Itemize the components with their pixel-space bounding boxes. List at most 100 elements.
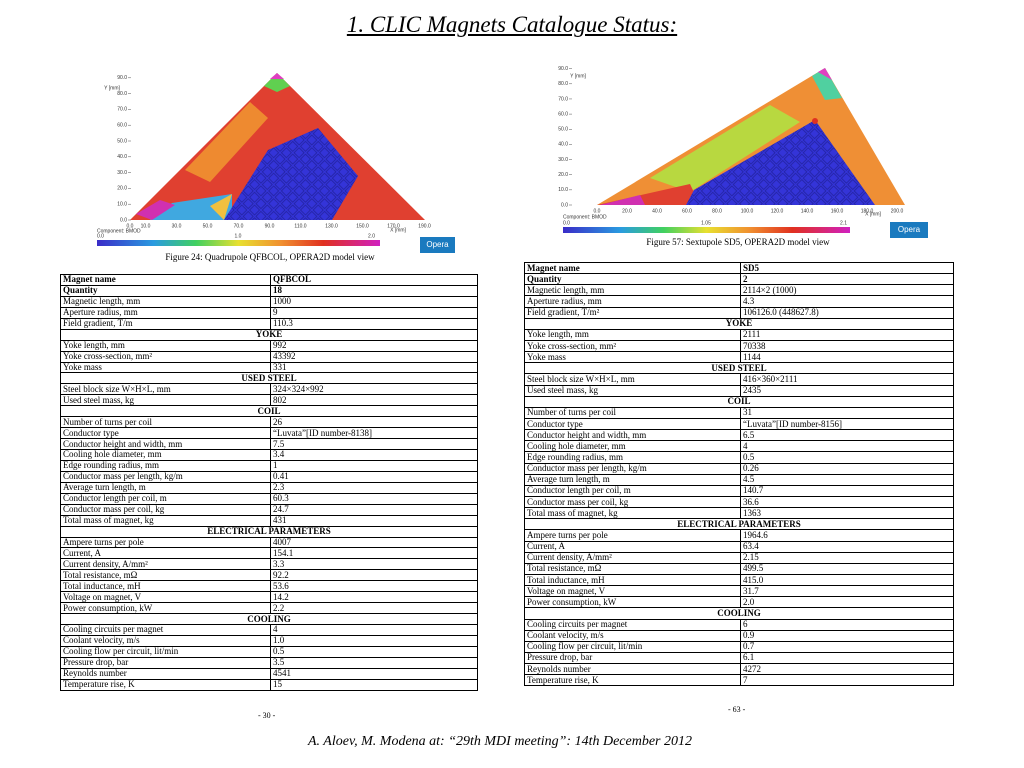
section-header: ELECTRICAL PARAMETERS [524, 518, 954, 531]
colorbar-label: 0.0 [97, 233, 104, 239]
table-cell: Magnetic length, mm [524, 284, 741, 297]
table-cell: Conductor type [524, 417, 741, 431]
x-axis-label: X [mm] [390, 227, 406, 233]
table-cell: 6 [740, 618, 954, 631]
magnet-table: Magnet name QFBCOL Quantity 18 Magnetic leng… [60, 274, 478, 691]
table-cell: Yoke cross-section, mm² [60, 350, 271, 363]
table-cell: Current density, A/mm² [60, 558, 271, 571]
table-cell: 431 [270, 514, 478, 527]
x-tick-label: 150.0 [356, 223, 369, 229]
table-cell: Field gradient, T/m [60, 317, 271, 330]
table-cell: Temperature rise, K [524, 674, 741, 687]
table-row: Coolant velocity, m/s 0.9 [524, 629, 954, 642]
table-cell: Total resistance, mΩ [524, 562, 741, 575]
table-row: Yoke cross-section, mm² 70338 [524, 339, 954, 353]
table-cell: Edge rounding radius, mm [524, 451, 741, 464]
table-cell: 60.3 [270, 492, 478, 505]
table-row: USED STEEL [524, 362, 954, 375]
table-cell: 110.3 [270, 317, 478, 330]
table-row: Power consumption, kW 2.2 [60, 602, 478, 615]
opera-badge [420, 237, 455, 253]
table-cell: Magnetic length, mm [60, 295, 271, 308]
table-cell: Edge rounding radius, mm [60, 459, 271, 472]
table-cell: Power consumption, kW [524, 596, 741, 609]
colorbar-label: 1.0 [235, 233, 242, 239]
colorbar [563, 227, 850, 233]
table-row: Power consumption, kW 2.0 [524, 596, 954, 609]
table-cell: 43392 [270, 350, 478, 363]
table-cell: 2 [740, 273, 954, 286]
table-cell: 31.7 [740, 585, 954, 598]
table-row: Conductor length per coil, m 140.7 [524, 484, 954, 497]
y-tick-label: 0.0 [561, 202, 568, 208]
colorbar-label: 0.0 [563, 220, 570, 226]
table-cell: 331 [270, 361, 478, 374]
table-cell: Total resistance, mΩ [60, 569, 271, 582]
table-row: Steel block size W×H×L, mm 416×360×2111 [524, 373, 954, 386]
y-tick-label: 60.0 [117, 123, 127, 129]
table-row: Conductor type “Luvata”[ID number-8156] [524, 417, 954, 431]
x-tick-label: 100.0 [741, 208, 754, 214]
table-row: Steel block size W×H×L, mm 324×324×992 [60, 383, 478, 396]
table-row: Used steel mass, kg 2435 [524, 384, 954, 397]
table-cell: Conductor mass per coil, kg [524, 495, 741, 509]
x-tick-label: 170.0 [387, 223, 400, 229]
table-row: COOLING [60, 613, 478, 625]
y-tick-label: 40.0 [558, 142, 568, 148]
table-cell: “Luvata”[ID number-8138] [270, 427, 478, 440]
table-cell: 6.1 [740, 651, 954, 665]
table-row: Field gradient, T/m 110.3 [60, 317, 478, 330]
table-row: Temperature rise, K 15 [60, 678, 478, 691]
figure-caption: Figure 57: Sextupole SD5, OPERA2D model … [646, 237, 830, 247]
table-cell: 15 [270, 678, 478, 691]
y-axis-label: Y [mm] [570, 73, 586, 79]
table-row: Yoke mass 331 [60, 361, 478, 374]
table-cell: Steel block size W×H×L, mm [524, 373, 741, 386]
y-tick-label: 10.0 [117, 202, 127, 208]
table-cell: 26 [270, 416, 478, 429]
component-label: Component: BMOD [563, 214, 607, 220]
x-tick-label: 130.0 [325, 223, 338, 229]
table-cell: Average turn length, m [60, 481, 271, 494]
section-header: COIL [524, 395, 954, 408]
x-axis-label: X [mm] [865, 211, 881, 217]
table-cell: Current, A [60, 547, 271, 560]
table-cell: 140.7 [740, 484, 954, 497]
x-tick-label: 200.0 [891, 208, 904, 214]
table-row: Voltage on magnet, V 14.2 [60, 591, 478, 604]
table-row: Coolant velocity, m/s 1.0 [60, 634, 478, 647]
colorbar-label: 2.1 [840, 220, 847, 226]
table-cell: 4007 [270, 536, 478, 549]
table-row: Field gradient, T/m² 106126.0 (448627.8) [524, 306, 954, 319]
x-tick-label: 160.0 [831, 208, 844, 214]
x-tick-label: 180.0 [861, 208, 874, 214]
table-row: Cooling flow per circuit, lit/min 0.7 [524, 640, 954, 653]
colorbar-label: 2.0 [368, 233, 375, 239]
table-cell: 7.5 [270, 438, 478, 450]
table-cell: 6.5 [740, 429, 954, 442]
x-tick-label: 120.0 [771, 208, 784, 214]
table-cell: 324×324×992 [270, 383, 478, 396]
table-row: Reynolds number 4541 [60, 667, 478, 680]
table-row: Reynolds number 4272 [524, 663, 954, 676]
table-cell: Total mass of magnet, kg [60, 514, 271, 527]
table-cell: Pressure drop, bar [524, 651, 741, 665]
table-cell: Total mass of magnet, kg [524, 507, 741, 520]
x-tick-label: 110.0 [294, 223, 306, 229]
table-cell: 1.0 [270, 634, 478, 647]
table-row: Total resistance, mΩ 92.2 [60, 569, 478, 582]
table-row: Conductor mass per length, kg/m 0.41 [60, 470, 478, 483]
table-row: Total resistance, mΩ 499.5 [524, 562, 954, 575]
y-tick-label: 90.0 [117, 75, 127, 81]
table-cell: Field gradient, T/m² [524, 306, 741, 319]
y-tick-label: 70.0 [117, 107, 127, 113]
y-tick-label: 60.0 [558, 111, 568, 117]
table-row: Quantity 2 [524, 273, 954, 286]
y-tick-label: 10.0 [558, 187, 568, 193]
x-tick-label: 70.0 [234, 223, 244, 229]
table-cell: Yoke length, mm [524, 328, 741, 341]
sextupole-model [597, 68, 905, 205]
x-tick-label: 20.0 [622, 208, 632, 214]
table-cell: Voltage on magnet, V [524, 585, 741, 598]
